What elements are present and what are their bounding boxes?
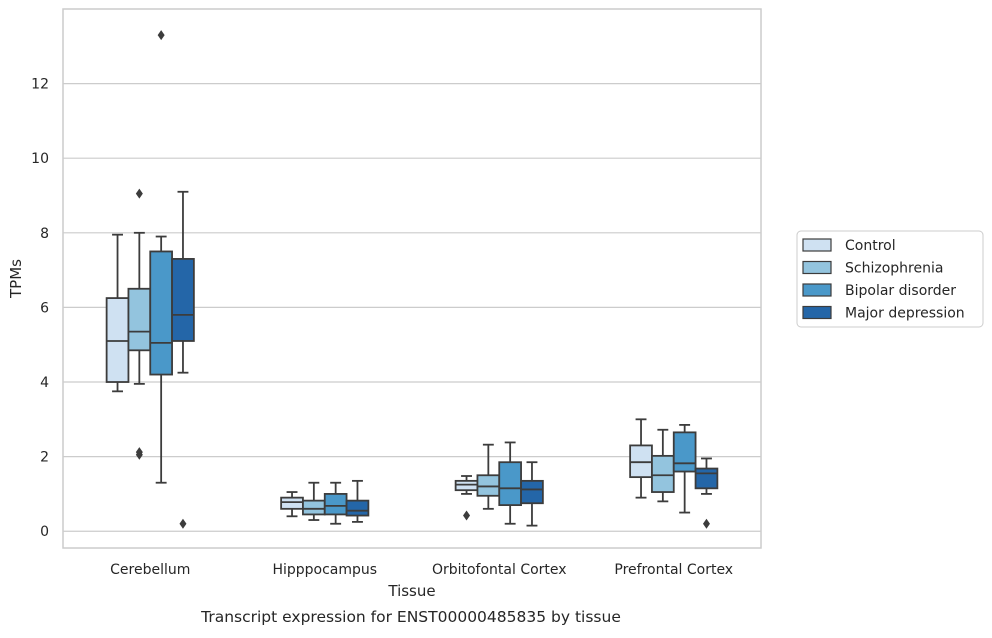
x-axis-ticks: Cerebellum Hipppocampus Orbitofontal Corte… <box>110 562 733 578</box>
x-tick-label: Prefrontal Cortex <box>614 562 733 578</box>
outlier-point <box>135 188 143 199</box>
box-body <box>694 467 719 490</box>
box-1-0 <box>280 491 304 518</box>
plot-frame <box>62 8 762 549</box>
x-axis-label: Tissue <box>387 582 435 600</box>
box-body <box>127 287 152 352</box>
y-tick-label: 4 <box>40 375 49 391</box>
box-3-1 <box>651 428 675 503</box>
y-tick-label: 6 <box>40 300 49 316</box>
box-body <box>520 479 544 505</box>
box-1-1 <box>302 481 326 521</box>
outlier-point <box>135 447 143 458</box>
box-body <box>629 444 653 479</box>
y-axis-ticks: 0 2 4 6 8 10 12 <box>31 77 49 541</box>
box-2-3 <box>520 461 544 527</box>
legend-label: Schizophrenia <box>845 261 943 277</box>
legend-swatch <box>802 283 832 297</box>
x-tick-label: Hipppocampus <box>272 562 377 578</box>
box-1-3 <box>345 479 370 523</box>
boxes <box>105 30 719 529</box>
legend: Control Schizophrenia Bipolar disorder Majo… <box>796 230 984 328</box>
box-1-2 <box>323 481 348 525</box>
y-tick-label: 0 <box>40 524 49 540</box>
x-tick-label: Cerebellum <box>110 562 190 578</box>
box-0-2 <box>149 30 173 484</box>
legend-swatch <box>802 260 832 275</box>
y-tick-label: 8 <box>40 226 49 242</box>
box-0-1 <box>127 188 152 460</box>
x-tick-label: Orbitofontal Cortex <box>432 562 567 578</box>
y-axis-label: TPMs <box>7 259 25 299</box>
box-2-0 <box>454 475 479 521</box>
chart-caption: Transcript expression for ENST0000048583… <box>200 608 621 626</box>
box-2-1 <box>476 443 501 510</box>
box-body <box>476 474 501 497</box>
legend-label: Major depression <box>845 306 965 322</box>
box-body <box>323 493 348 516</box>
legend-label: Bipolar disorder <box>845 283 956 299</box>
box-body <box>345 499 370 517</box>
outlier-point <box>463 510 471 521</box>
y-tick-label: 2 <box>40 450 49 466</box>
box-body <box>454 479 479 492</box>
y-tick-label: 12 <box>31 77 49 93</box>
legend-frame <box>796 230 984 328</box>
y-tick-label: 10 <box>31 151 49 167</box>
outlier-point <box>157 30 165 41</box>
box-3-0 <box>629 418 653 499</box>
box-body <box>498 461 522 507</box>
legend-swatch <box>802 238 832 252</box>
box-2-2 <box>498 441 522 525</box>
box-3-2 <box>672 424 697 514</box>
legend-swatch <box>802 305 832 320</box>
outlier-point <box>702 518 710 529</box>
box-body <box>302 499 326 516</box>
box-body <box>105 297 130 383</box>
box-body <box>280 496 304 510</box>
box-body <box>672 431 697 473</box>
box-0-3 <box>171 190 195 529</box>
box-body <box>149 250 173 376</box>
box-0-0 <box>105 233 130 393</box>
legend-label: Control <box>845 238 896 254</box>
box-3-3 <box>694 457 719 529</box>
box-body <box>171 258 195 342</box>
outlier-point <box>179 518 187 529</box>
box-body <box>651 454 675 493</box>
